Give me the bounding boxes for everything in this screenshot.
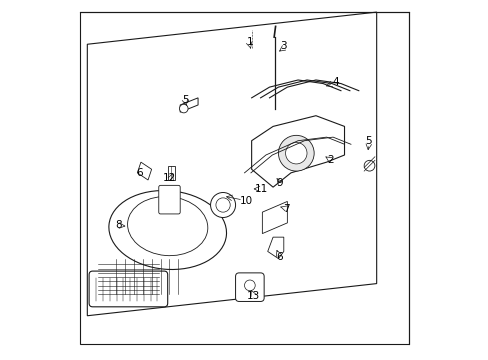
- Text: 5: 5: [182, 95, 188, 105]
- Circle shape: [364, 160, 374, 171]
- Polygon shape: [137, 162, 151, 180]
- Text: 4: 4: [332, 77, 338, 87]
- Text: 2: 2: [326, 156, 333, 165]
- Polygon shape: [91, 273, 165, 305]
- Ellipse shape: [127, 197, 207, 256]
- Circle shape: [179, 104, 188, 113]
- Text: 1: 1: [246, 37, 253, 48]
- Text: 7: 7: [283, 204, 289, 214]
- Circle shape: [210, 193, 235, 217]
- Polygon shape: [267, 237, 283, 258]
- Text: 12: 12: [163, 173, 176, 183]
- Circle shape: [278, 135, 313, 171]
- FancyBboxPatch shape: [159, 185, 180, 214]
- Polygon shape: [167, 166, 175, 180]
- Text: 6: 6: [136, 168, 143, 178]
- Text: 3: 3: [280, 41, 286, 51]
- Circle shape: [285, 143, 306, 164]
- Polygon shape: [262, 202, 287, 234]
- Text: 8: 8: [115, 220, 122, 230]
- Text: 5: 5: [365, 136, 371, 147]
- FancyBboxPatch shape: [235, 273, 264, 301]
- Text: 10: 10: [239, 197, 252, 206]
- Polygon shape: [251, 116, 344, 187]
- Text: 6: 6: [275, 252, 282, 262]
- Text: 11: 11: [254, 184, 267, 194]
- FancyBboxPatch shape: [89, 271, 167, 307]
- Ellipse shape: [109, 190, 226, 270]
- Text: 13: 13: [246, 291, 260, 301]
- Polygon shape: [180, 98, 198, 112]
- Text: 9: 9: [276, 178, 282, 188]
